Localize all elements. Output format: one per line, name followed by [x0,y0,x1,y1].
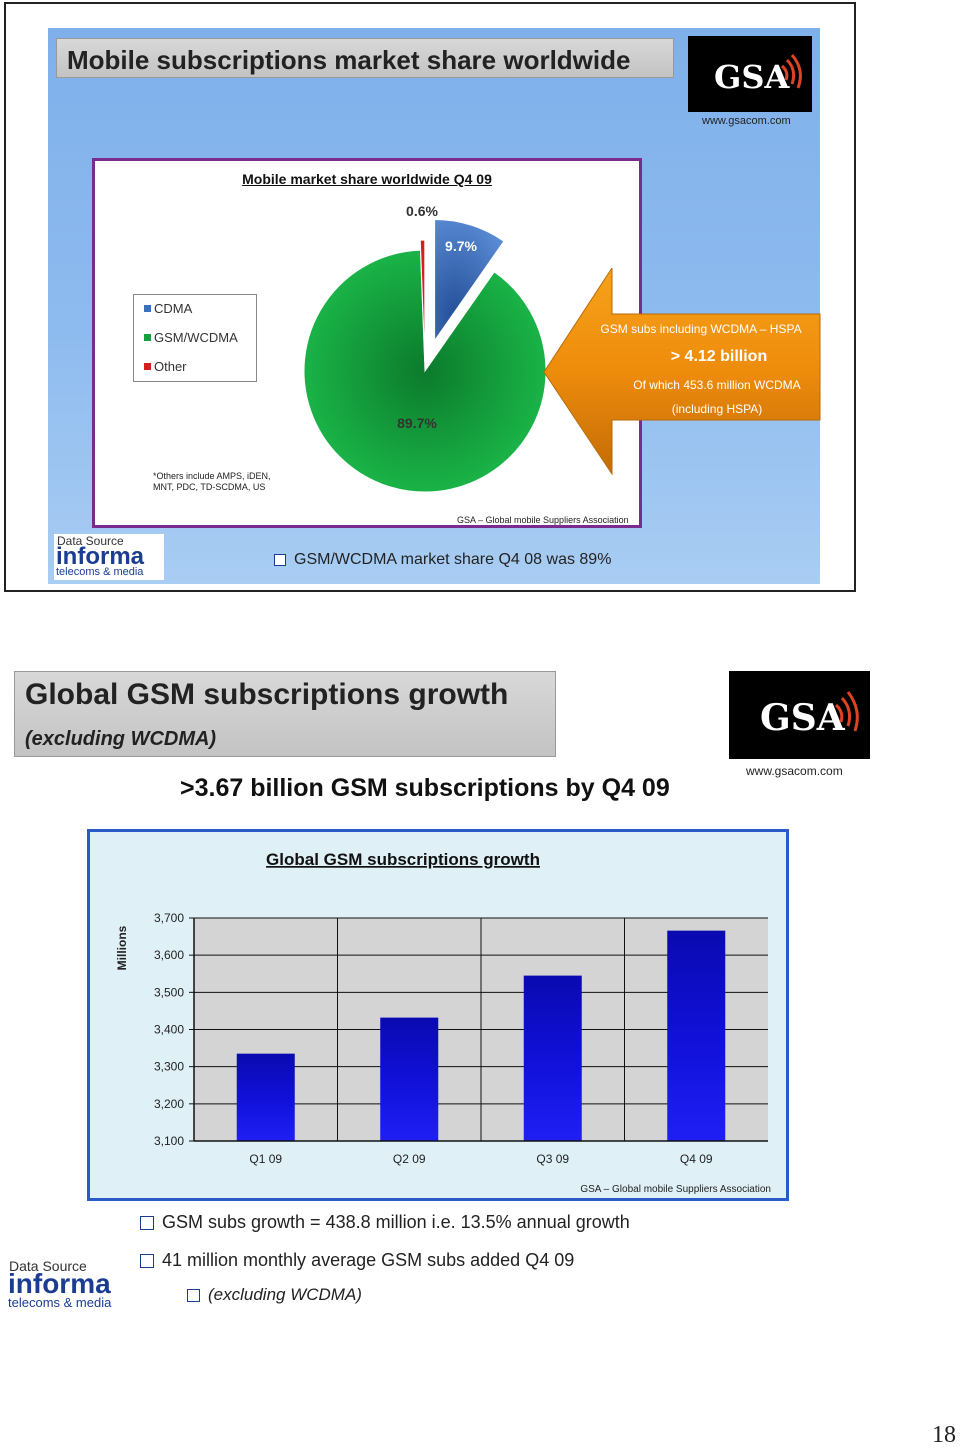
x-tick-label: Q3 09 [536,1152,569,1166]
data-source-logo: Data Source informa telecoms & media [6,1258,136,1312]
pie-legend: CDMA GSM/WCDMA Other [133,294,257,382]
legend-swatch [144,363,151,370]
pie-chart-panel: Mobile market share worldwide Q4 09 9.7%… [92,158,642,528]
slide-title-box: Global GSM subscriptions growth (excludi… [14,671,556,757]
y-tick-label: 3,600 [154,948,184,962]
y-tick-label: 3,300 [154,1060,184,1074]
checkbox-bullet-icon [187,1288,200,1302]
slide-title-box: Mobile subscriptions market share worldw… [56,38,674,78]
data-source-label: Data Source [9,1258,87,1274]
signal-waves-icon [834,691,859,732]
legend-item-other: Other [144,359,187,374]
slide-title: Global GSM subscriptions growth [25,678,509,711]
informa-tagline: telecoms & media [56,566,144,578]
pie-data-label: 89.7% [397,415,437,431]
gsa-logo: GSA [688,36,812,112]
data-source-logo: Data Source informa telecoms & media [54,534,164,580]
bar [236,1053,295,1141]
pie-slice-gsm-wcdma [303,249,547,493]
checkbox-bullet-icon [274,554,286,566]
callout-line2: > 4.12 billion [670,348,768,365]
pie-slice-other [419,239,426,362]
informa-brand: informa [56,543,145,570]
bullet-text: GSM subs growth = 438.8 million i.e. 13.… [162,1212,630,1232]
bar-chart: Global GSM subscriptions growth 3,100 3,20… [115,850,771,1195]
slide-title: Mobile subscriptions market share worldw… [67,45,631,75]
pie-data-label: 0.6% [406,203,438,219]
pie-data-label: 9.7% [445,238,477,254]
gsa-logo: GSA [729,671,870,759]
checkbox-bullet-icon [140,1253,154,1268]
slide-market-share: Mobile subscriptions market share worldw… [4,2,856,592]
pie-chart-title: Mobile market share worldwide Q4 09 [242,171,492,187]
pie-chart: 9.7% 89.7% 0.6% [303,203,547,493]
legend-swatch [144,305,151,312]
gsa-logo-text: GSA [760,697,845,739]
data-source-label: Data Source [57,534,124,548]
y-axis-label: Millions [115,925,129,970]
x-tick-label: Q1 09 [249,1152,282,1166]
bullet-text: GSM/WCDMA market share Q4 08 was 89% [294,551,612,568]
legend-label: Other [154,359,187,374]
bar-chart-title: Global GSM subscriptions growth [266,850,540,869]
informa-tagline: telecoms & media [8,1295,112,1310]
bullet-text: 41 million monthly average GSM subs adde… [162,1250,575,1270]
source-credit: GSA – Global mobile Suppliers Associatio… [580,1184,771,1195]
y-tick-label: 3,100 [154,1134,184,1148]
gsa-logo-text: GSA [714,58,790,96]
informa-brand: informa [8,1268,111,1299]
legend-swatch [144,334,151,341]
legend-label: GSM/WCDMA [154,330,238,345]
source-credit: GSA – Global mobile Suppliers Associatio… [457,515,629,525]
slide-subtitle: (excluding WCDMA) [25,728,217,750]
bar [667,930,726,1141]
legend-item-gsm: GSM/WCDMA [144,330,238,345]
checkbox-bullet-icon [140,1215,154,1230]
x-tick-label: Q4 09 [680,1152,713,1166]
y-tick-label: 3,700 [154,911,184,925]
legend-item-cdma: CDMA [144,301,192,316]
footnote: *Others include AMPS, iDEN, [153,471,271,481]
bullet-text: (excluding WCDMA) [208,1285,362,1304]
left-arrow-icon [544,268,821,476]
bullet-item: (excluding WCDMA) [187,1285,362,1305]
callout-line4: (including HSPA) [671,402,763,416]
footnote: MNT, PDC, TD-SCDMA, US [153,482,266,492]
bar-chart-panel: Global GSM subscriptions growth 3,100 3,20… [87,829,789,1201]
gsa-url: www.gsacom.com [746,764,843,778]
y-tick-label: 3,200 [154,1097,184,1111]
bullet-item: 41 million monthly average GSM subs adde… [140,1250,574,1271]
callout-line3: Of which 453.6 million WCDMA [633,378,801,392]
signal-waves-icon [780,54,802,89]
bar [380,1017,439,1141]
bar [523,975,582,1141]
callout-arrow: GSM subs including WCDMA – HSPA > 4.12 b… [544,268,822,476]
pie-slice-cdma [434,218,505,343]
y-tick-label: 3,400 [154,1023,184,1037]
callout-line1: GSM subs including WCDMA – HSPA [600,322,802,336]
legend-label: CDMA [154,301,193,316]
headline: >3.67 billion GSM subscriptions by Q4 09 [180,774,670,802]
gsa-url: www.gsacom.com [702,115,791,127]
bullet-item: GSM subs growth = 438.8 million i.e. 13.… [140,1212,630,1233]
x-tick-label: Q2 09 [393,1152,426,1166]
page-number: 18 [932,1422,956,1448]
bullet-item: GSM/WCDMA market share Q4 08 was 89% [274,551,611,569]
y-tick-label: 3,500 [154,985,184,999]
